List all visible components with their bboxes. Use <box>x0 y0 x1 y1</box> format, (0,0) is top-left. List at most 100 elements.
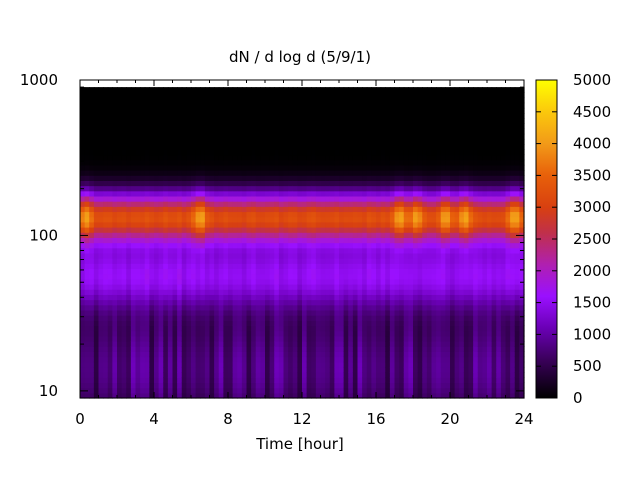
heatmap-cell <box>440 180 446 187</box>
heatmap-cell <box>209 361 215 368</box>
heatmap-cell <box>181 170 187 176</box>
heatmap-cell <box>144 211 150 218</box>
heatmap-cell <box>140 133 146 140</box>
heatmap-cell <box>154 211 160 218</box>
heatmap-cell <box>417 258 423 264</box>
heatmap-cell <box>191 335 197 342</box>
heatmap-cell <box>218 170 224 176</box>
heatmap-cell <box>389 195 396 202</box>
heatmap-cell <box>149 361 155 368</box>
heatmap-cell <box>371 278 377 285</box>
heatmap-cell <box>426 330 433 337</box>
heatmap-cell <box>339 216 345 223</box>
heatmap-cell <box>228 216 234 223</box>
heatmap-cell <box>426 133 433 140</box>
heatmap-cell <box>232 335 238 342</box>
heatmap-cell <box>237 159 243 166</box>
heatmap-cell <box>320 144 326 150</box>
heatmap-cell <box>158 247 164 254</box>
heatmap-cell <box>408 201 414 207</box>
heatmap-cell <box>84 294 90 301</box>
heatmap-cell <box>329 325 335 332</box>
heatmap-cell <box>426 118 433 124</box>
heatmap-cell <box>348 149 354 156</box>
heatmap-cell <box>371 309 377 316</box>
heatmap-cell <box>121 118 127 124</box>
heatmap-cell <box>376 387 382 394</box>
heatmap-cell <box>93 144 100 150</box>
heatmap-cell <box>292 273 298 280</box>
heatmap-cell <box>251 159 257 166</box>
heatmap-cell <box>297 335 303 342</box>
heatmap-cell <box>195 268 201 275</box>
heatmap-cell <box>399 170 405 176</box>
heatmap-cell <box>241 133 248 140</box>
heatmap-cell <box>380 366 386 373</box>
heatmap-cell <box>181 118 187 124</box>
heatmap-cell <box>121 164 127 171</box>
heatmap-cell <box>103 387 109 394</box>
heatmap-cell <box>223 149 229 156</box>
heatmap-cell <box>459 392 465 399</box>
heatmap-cell <box>306 346 312 352</box>
heatmap-cell <box>98 164 104 171</box>
heatmap-cell <box>80 315 86 321</box>
heatmap-cell <box>413 232 419 238</box>
heatmap-cell <box>283 206 289 213</box>
heatmap-cell <box>371 268 377 275</box>
heatmap-cell <box>177 252 183 259</box>
heatmap-cell <box>80 289 86 295</box>
heatmap-cell <box>278 304 285 311</box>
heatmap-cell <box>112 87 118 93</box>
heatmap-cell <box>112 351 118 358</box>
heatmap-cell <box>320 149 326 156</box>
heatmap-cell <box>163 294 169 301</box>
heatmap-cell <box>426 159 433 166</box>
heatmap-cell <box>302 201 308 207</box>
heatmap-cell <box>325 382 331 389</box>
heatmap-cell <box>376 299 382 306</box>
heatmap-cell <box>274 346 280 352</box>
heatmap-cell <box>98 206 104 213</box>
heatmap-cell <box>302 387 308 394</box>
heatmap-cell <box>167 118 174 124</box>
heatmap-cell <box>325 330 331 337</box>
heatmap-cell <box>223 309 229 316</box>
heatmap-cell <box>278 201 285 207</box>
heatmap-cell <box>121 299 127 306</box>
heatmap-cell <box>399 128 405 135</box>
heatmap-cell <box>325 201 331 207</box>
heatmap-cell <box>306 123 312 130</box>
heatmap-cell <box>311 190 317 197</box>
heatmap-cell <box>112 195 118 202</box>
heatmap-cell <box>241 154 248 161</box>
heatmap-cell <box>144 273 150 280</box>
heatmap-cell <box>191 268 197 275</box>
heatmap-cell <box>167 195 174 202</box>
heatmap-cell <box>315 278 322 285</box>
heatmap-cell <box>237 232 243 238</box>
heatmap-cell <box>399 268 405 275</box>
heatmap-cell <box>186 102 192 109</box>
heatmap-cell <box>251 242 257 249</box>
heatmap-cell <box>93 299 100 306</box>
heatmap-cell <box>200 252 206 259</box>
heatmap-cell <box>241 107 248 114</box>
heatmap-cell <box>459 118 465 124</box>
heatmap-cell <box>315 195 322 202</box>
heatmap-cell <box>399 294 405 301</box>
heatmap-cell <box>117 242 123 249</box>
heatmap-cell <box>200 97 206 104</box>
heatmap-cell <box>325 304 331 311</box>
heatmap-cell <box>274 377 280 384</box>
heatmap-cell <box>362 92 368 99</box>
heatmap-cell <box>232 190 238 197</box>
heatmap-cell <box>302 180 308 187</box>
heatmap-cell <box>255 325 261 332</box>
heatmap-cell <box>89 190 95 197</box>
heatmap-cell <box>107 144 113 150</box>
heatmap-cell <box>362 102 368 109</box>
heatmap-cell <box>408 268 414 275</box>
heatmap-cell <box>93 87 100 93</box>
heatmap-cell <box>385 284 391 290</box>
